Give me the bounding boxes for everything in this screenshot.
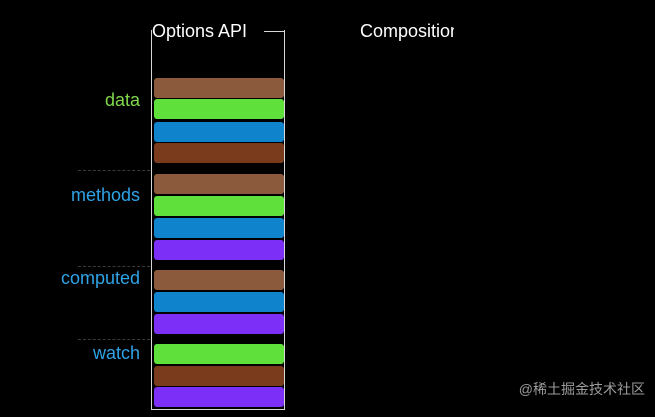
options-api-container bbox=[151, 30, 285, 410]
group-label-watch: watch bbox=[92, 343, 140, 363]
code-block-bar bbox=[154, 270, 284, 290]
group-divider bbox=[78, 170, 150, 171]
group-label-data: data bbox=[104, 90, 140, 110]
options-api-title: Options API bbox=[152, 21, 248, 41]
watermark-text: @稀土掘金技术社区 bbox=[518, 381, 645, 397]
code-block-bar bbox=[154, 387, 284, 407]
code-block-bar bbox=[154, 122, 284, 142]
group-label-computed: computed bbox=[60, 268, 140, 288]
code-block-bar bbox=[154, 366, 284, 386]
code-block-bar bbox=[154, 344, 284, 364]
group-label-methods: methods bbox=[70, 185, 140, 205]
group-divider bbox=[78, 266, 150, 267]
code-block-bar bbox=[154, 196, 284, 216]
composition-api-title: Composition API bbox=[360, 21, 454, 41]
code-block-bar bbox=[154, 314, 284, 334]
code-block-bar bbox=[154, 292, 284, 312]
code-block-bar bbox=[154, 143, 284, 163]
code-block-bar bbox=[154, 174, 284, 194]
code-block-bar bbox=[154, 218, 284, 238]
code-block-bar bbox=[154, 240, 284, 260]
code-block-bar bbox=[154, 78, 284, 98]
group-divider bbox=[78, 339, 150, 340]
title-connector-line bbox=[264, 31, 284, 32]
code-block-bar bbox=[154, 99, 284, 119]
